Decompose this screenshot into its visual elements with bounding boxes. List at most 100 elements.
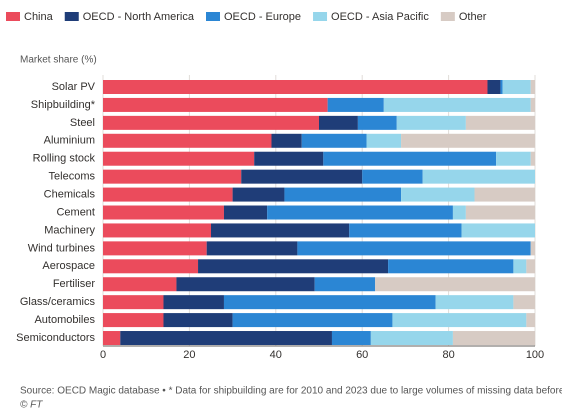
bar-segment [103, 187, 233, 202]
bar-segment [103, 205, 224, 220]
bar-segment [526, 259, 535, 274]
bar-segment [301, 133, 367, 148]
bar-segment [366, 133, 402, 148]
bar-segment [513, 295, 535, 310]
bar-segment [452, 331, 535, 346]
bar-segment [103, 223, 211, 238]
bar-segment [103, 277, 177, 292]
y-tick-label: Aluminium [44, 135, 95, 147]
bar-segment [331, 331, 371, 346]
x-tick-label: 0 [100, 349, 106, 361]
source: Source: OECD Magic database • * Data for… [20, 386, 562, 397]
bar-segment [392, 313, 527, 328]
bar-segment [176, 277, 315, 292]
bar-segment [319, 115, 358, 130]
y-tick-label: Solar PV [52, 81, 96, 93]
copyright: © FT [20, 400, 43, 411]
bar-segment [103, 331, 121, 346]
bar-segment [357, 115, 397, 130]
y-tick-label: Shipbuilding* [31, 99, 96, 111]
legend-swatch [206, 12, 220, 21]
axis-label: Market share (%) [20, 55, 97, 66]
y-tick-label: Rolling stock [33, 153, 96, 165]
y-tick-label: Cement [56, 206, 95, 218]
legend-swatch [64, 12, 79, 21]
y-tick-label: Machinery [44, 224, 95, 236]
legend-label: Other [459, 11, 487, 23]
bar-segment [297, 241, 531, 256]
x-tick-label: 20 [183, 349, 195, 361]
x-tick-label: 40 [270, 349, 282, 361]
bar-segment [103, 313, 164, 328]
legend-swatch [6, 12, 20, 21]
bar-segment [120, 331, 332, 346]
bar-segment [241, 169, 363, 184]
legend-label: OECD - Europe [224, 11, 301, 23]
bar-segment [314, 277, 376, 292]
bar-segment [465, 205, 535, 220]
bar-segment [103, 133, 272, 148]
bar-segment [103, 80, 488, 94]
bar-segment [211, 223, 350, 238]
bar-segment [396, 115, 466, 130]
bar-segment [327, 97, 384, 112]
bar-segment [284, 187, 402, 202]
bar-segment [383, 97, 531, 112]
bar-segment [223, 205, 268, 220]
bar-segment [362, 169, 423, 184]
bar-segment [103, 115, 319, 130]
bar-segment [370, 331, 453, 346]
bar-segment [526, 313, 535, 328]
bar-segment [103, 97, 328, 112]
bar-segment [502, 80, 531, 94]
bar-segment [103, 151, 255, 166]
y-tick-label: Semiconductors [16, 332, 95, 344]
bar-segment [271, 133, 302, 148]
x-tick-label: 100 [526, 349, 544, 361]
bar-segment [452, 205, 466, 220]
y-tick-label: Glass/ceramics [20, 296, 96, 308]
bar-segment [530, 241, 535, 256]
bar-segment [206, 241, 298, 256]
bar-segment [474, 187, 535, 202]
bar-segment [461, 223, 535, 238]
y-tick-label: Fertiliser [53, 278, 96, 290]
bar-segment [513, 259, 527, 274]
bar-segment [223, 295, 436, 310]
legend-swatch [313, 12, 328, 21]
bar-segment [465, 115, 535, 130]
bar-segment [375, 277, 535, 292]
bar-segment [163, 295, 224, 310]
bar-segment [163, 313, 233, 328]
bar-segment [388, 259, 514, 274]
bar-segment [103, 295, 164, 310]
y-tick-label: Automobiles [34, 314, 95, 326]
bar-segment [500, 80, 503, 94]
bar-segment [401, 133, 535, 148]
bar-segment [435, 295, 514, 310]
bar-segment [422, 169, 535, 184]
bar-segment [487, 80, 501, 94]
y-tick-label: Wind turbines [28, 242, 96, 254]
bar-segment [496, 151, 531, 166]
bar-segment [232, 313, 393, 328]
bar-segment [323, 151, 497, 166]
bar-segment [232, 187, 285, 202]
legend-label: China [24, 11, 54, 23]
bar-segment [401, 187, 475, 202]
y-tick-label: Chemicals [44, 188, 96, 200]
bar-segment [349, 223, 462, 238]
bar-segment [103, 169, 242, 184]
bar-segment [103, 241, 207, 256]
bar-segment [530, 151, 535, 166]
y-tick-label: Aerospace [42, 260, 95, 272]
legend-label: OECD - Asia Pacific [331, 11, 429, 23]
bar-segment [198, 259, 389, 274]
x-tick-label: 80 [442, 349, 454, 361]
bar-segment [530, 97, 535, 112]
bar-segment [530, 80, 535, 94]
legend-label: OECD - North America [83, 11, 195, 23]
y-tick-label: Telecoms [49, 171, 96, 183]
x-tick-label: 60 [356, 349, 368, 361]
